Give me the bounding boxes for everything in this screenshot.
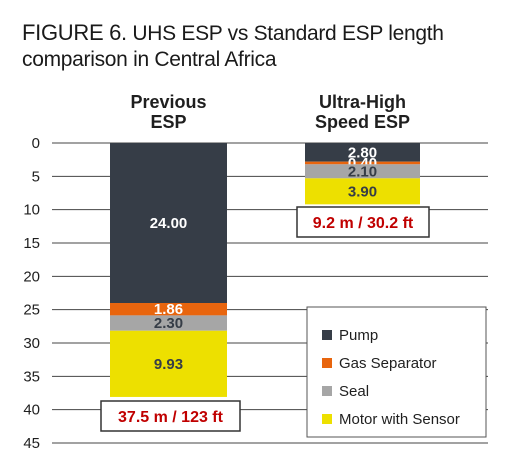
y-tick-label: 5 bbox=[32, 168, 40, 185]
total-box bbox=[296, 206, 430, 238]
figure-number: FIGURE 6. bbox=[22, 20, 127, 45]
y-tick-label: 10 bbox=[23, 202, 40, 219]
data-label: 24.00 bbox=[150, 215, 188, 232]
bar-segment-seal bbox=[305, 164, 420, 179]
bars: 24.001.862.309.932.800.402.103.90 bbox=[110, 143, 420, 397]
y-tick-label: 20 bbox=[23, 268, 40, 285]
bar-segment-motor-with-sensor bbox=[305, 178, 420, 205]
bar-segment-gas-separator bbox=[305, 161, 420, 165]
chart-title: FIGURE 6. UHS ESP vs Standard ESP length… bbox=[22, 20, 502, 73]
y-tick-label: 15 bbox=[23, 235, 40, 252]
y-tick-label: 35 bbox=[23, 368, 40, 385]
total-label: 9.2 m / 30.2 ft bbox=[313, 215, 414, 232]
y-tick-label: 45 bbox=[23, 435, 40, 452]
bar-segment-pump bbox=[110, 143, 227, 304]
total-box bbox=[100, 400, 241, 432]
legend-swatch bbox=[322, 330, 332, 340]
legend-swatch bbox=[322, 414, 332, 424]
total-label: 37.5 m / 123 ft bbox=[118, 409, 224, 426]
category-label: Speed ESP bbox=[315, 112, 410, 132]
y-axis-ticks: 0 5 10 15 20 25 30 35 40 45 bbox=[23, 135, 40, 452]
legend-swatch bbox=[322, 386, 332, 396]
data-label: 1.86 bbox=[154, 301, 183, 318]
category-label: Previous bbox=[130, 92, 206, 112]
y-tick-label: 40 bbox=[23, 402, 40, 419]
data-label: 2.80 bbox=[348, 144, 377, 161]
legend-label: Seal bbox=[339, 383, 369, 400]
y-tick-label: 30 bbox=[23, 335, 40, 352]
legend: Pump Gas Separator Seal Motor with Sensor bbox=[306, 306, 487, 438]
category-label: Ultra-High bbox=[319, 92, 406, 112]
bar-segment-pump bbox=[305, 143, 420, 162]
data-label: 2.10 bbox=[348, 163, 377, 180]
bar-segment-seal bbox=[110, 315, 227, 331]
bar-segment-motor-with-sensor bbox=[110, 330, 227, 397]
data-label: 9.93 bbox=[154, 356, 183, 373]
total-labels: 37.5 m / 123 ft 9.2 m / 30.2 ft bbox=[100, 206, 430, 432]
legend-label: Motor with Sensor bbox=[339, 411, 460, 428]
bar-segment-gas-separator bbox=[110, 303, 227, 316]
legend-box bbox=[306, 306, 487, 438]
data-label: 3.90 bbox=[348, 183, 377, 200]
data-label: 2.30 bbox=[154, 315, 183, 332]
legend-label: Gas Separator bbox=[339, 355, 437, 372]
y-tick-label: 0 bbox=[32, 135, 40, 152]
legend-label: Pump bbox=[339, 327, 378, 344]
y-tick-label: 25 bbox=[23, 302, 40, 319]
category-label: ESP bbox=[150, 112, 186, 132]
figure-caption: UHS ESP vs Standard ESP length compariso… bbox=[22, 22, 444, 71]
legend-swatch bbox=[322, 358, 332, 368]
